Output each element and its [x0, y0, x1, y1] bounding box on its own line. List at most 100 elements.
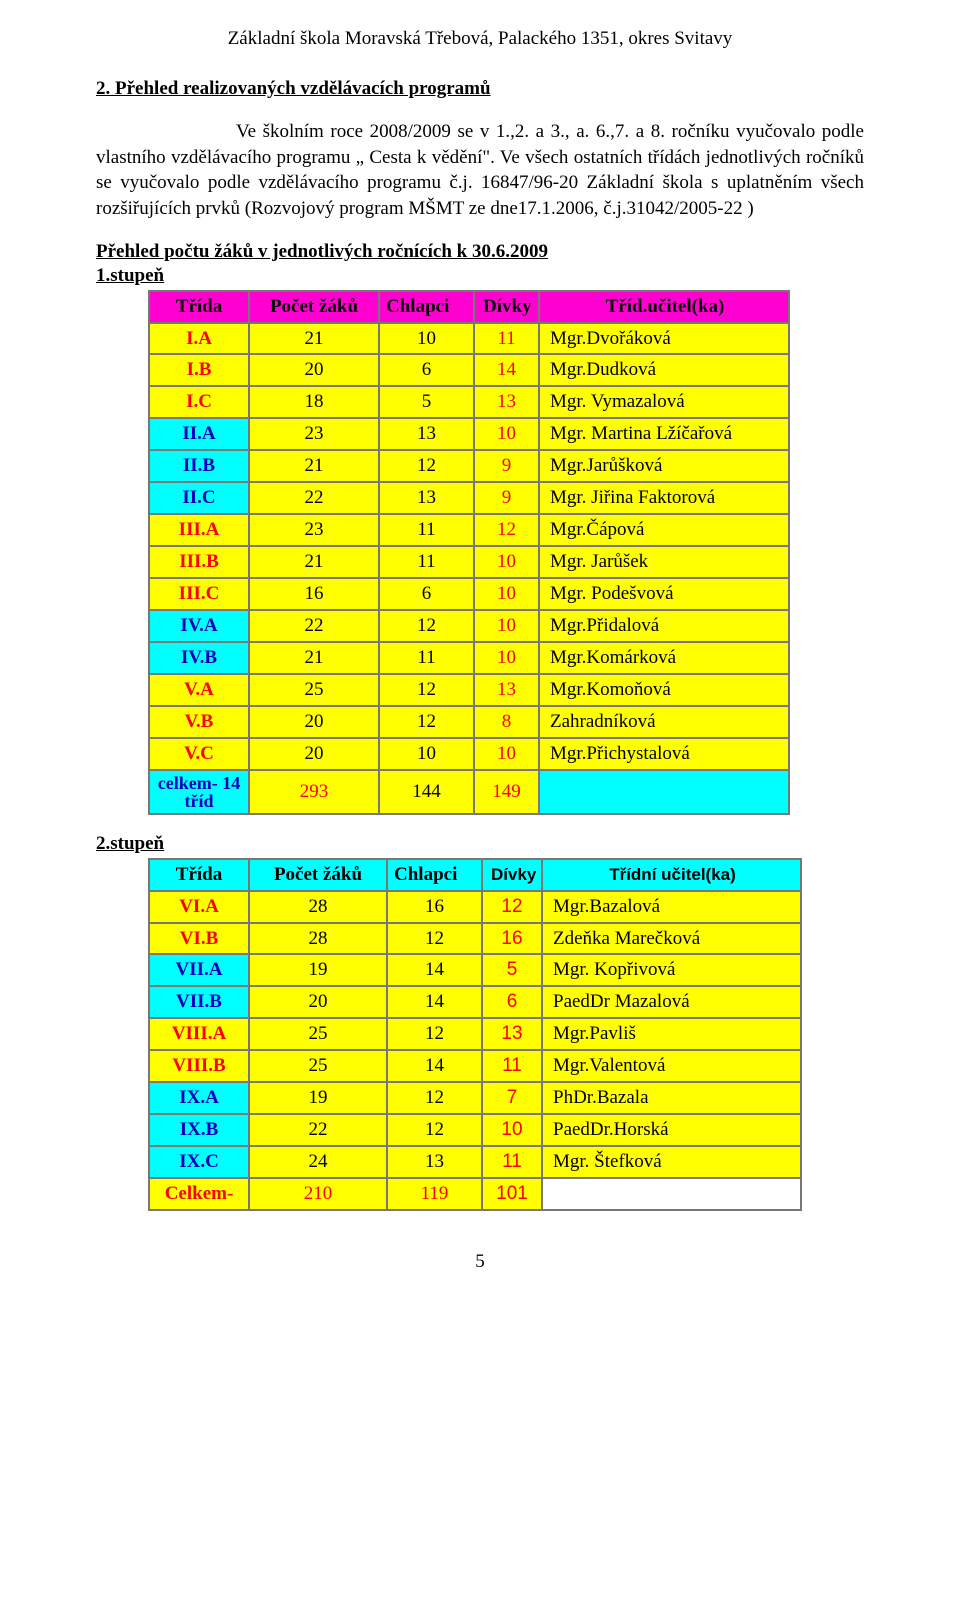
value-cell: 25: [249, 1018, 387, 1050]
value-cell: 6: [379, 354, 474, 386]
teacher-cell: Mgr.Dvořáková: [539, 323, 789, 355]
value-cell: 23: [249, 514, 379, 546]
value-cell: 21: [249, 546, 379, 578]
total-value: 149: [474, 770, 539, 814]
total-value: [539, 770, 789, 814]
class-label: IX.C: [149, 1146, 249, 1178]
total-label: celkem- 14 tříd: [149, 770, 249, 814]
teacher-cell: Mgr. Kopřivová: [542, 954, 801, 986]
value-cell: 12: [379, 706, 474, 738]
value-cell: 12: [387, 923, 482, 955]
class-label: III.B: [149, 546, 249, 578]
class-label: VI.B: [149, 923, 249, 955]
value-cell: 13: [379, 418, 474, 450]
class-label: VI.A: [149, 891, 249, 923]
value-cell: 14: [387, 986, 482, 1018]
value-cell: 6: [379, 578, 474, 610]
class-label: VII.A: [149, 954, 249, 986]
table-row: VII.A19145Mgr. Kopřivová: [149, 954, 801, 986]
table-row: III.C16610Mgr. Podešvová: [149, 578, 789, 610]
table-row: VI.A281612Mgr.Bazalová: [149, 891, 801, 923]
col-header: Dívky: [482, 859, 542, 891]
value-cell: 11: [482, 1050, 542, 1082]
table-row: VII.B20146PaedDr Mazalová: [149, 986, 801, 1018]
class-label: III.C: [149, 578, 249, 610]
class-label: VIII.B: [149, 1050, 249, 1082]
col-header: Třída: [149, 291, 249, 323]
value-cell: 24: [249, 1146, 387, 1178]
table-row: II.B21129Mgr.Jarůšková: [149, 450, 789, 482]
value-cell: 10: [482, 1114, 542, 1146]
col-header: Chlapci: [379, 291, 474, 323]
teacher-cell: Mgr. Jarůšek: [539, 546, 789, 578]
value-cell: 20: [249, 986, 387, 1018]
value-cell: 9: [474, 450, 539, 482]
table-stage1: TřídaPočet žákůChlapciDívkyTříd.učitel(k…: [148, 290, 790, 815]
value-cell: 5: [379, 386, 474, 418]
table-row: IV.B211110Mgr.Komárková: [149, 642, 789, 674]
table-row: IX.C241311Mgr. Štefková: [149, 1146, 801, 1178]
class-label: V.A: [149, 674, 249, 706]
teacher-cell: Mgr. Jiřina Faktorová: [539, 482, 789, 514]
class-label: IV.A: [149, 610, 249, 642]
class-label: IX.A: [149, 1082, 249, 1114]
value-cell: 13: [482, 1018, 542, 1050]
teacher-cell: Mgr.Čápová: [539, 514, 789, 546]
total-row: Celkem-210119101: [149, 1178, 801, 1210]
total-value: 101: [482, 1178, 542, 1210]
teacher-cell: Mgr.Jarůšková: [539, 450, 789, 482]
stage2-label: 2.stupeň: [96, 833, 864, 855]
value-cell: 28: [249, 891, 387, 923]
value-cell: 12: [379, 674, 474, 706]
teacher-cell: Mgr.Dudková: [539, 354, 789, 386]
value-cell: 10: [474, 418, 539, 450]
class-label: VII.B: [149, 986, 249, 1018]
table-row: III.A231112Mgr.Čápová: [149, 514, 789, 546]
table2-wrapper: TřídaPočet žákůChlapciDívkyTřídní učitel…: [148, 858, 864, 1211]
teacher-cell: Mgr. Vymazalová: [539, 386, 789, 418]
class-label: I.A: [149, 323, 249, 355]
value-cell: 13: [474, 674, 539, 706]
table-row: VIII.B251411Mgr.Valentová: [149, 1050, 801, 1082]
value-cell: 16: [387, 891, 482, 923]
value-cell: 10: [474, 578, 539, 610]
class-label: II.B: [149, 450, 249, 482]
teacher-cell: Mgr.Valentová: [542, 1050, 801, 1082]
section-title: 2. Přehled realizovaných vzdělávacích pr…: [96, 78, 864, 100]
teacher-cell: Mgr.Pavliš: [542, 1018, 801, 1050]
value-cell: 22: [249, 482, 379, 514]
value-cell: 11: [379, 546, 474, 578]
class-label: II.A: [149, 418, 249, 450]
teacher-cell: Mgr.Komárková: [539, 642, 789, 674]
value-cell: 11: [474, 323, 539, 355]
value-cell: 12: [474, 514, 539, 546]
page-number: 5: [96, 1251, 864, 1273]
table-row: III.B211110Mgr. Jarůšek: [149, 546, 789, 578]
value-cell: 8: [474, 706, 539, 738]
value-cell: 23: [249, 418, 379, 450]
value-cell: 11: [379, 514, 474, 546]
teacher-cell: PhDr.Bazala: [542, 1082, 801, 1114]
class-label: V.B: [149, 706, 249, 738]
value-cell: 10: [379, 323, 474, 355]
body-paragraph: Ve školním roce 2008/2009 se v 1.,2. a 3…: [96, 119, 864, 222]
page: Základní škola Moravská Třebová, Palacké…: [0, 0, 960, 1313]
value-cell: 14: [387, 1050, 482, 1082]
teacher-cell: Mgr.Přichystalová: [539, 738, 789, 770]
teacher-cell: Zahradníková: [539, 706, 789, 738]
table-row: I.C18513Mgr. Vymazalová: [149, 386, 789, 418]
value-cell: 10: [379, 738, 474, 770]
value-cell: 19: [249, 954, 387, 986]
class-label: V.C: [149, 738, 249, 770]
value-cell: 20: [249, 354, 379, 386]
table-row: V.A251213Mgr.Komoňová: [149, 674, 789, 706]
table-stage2: TřídaPočet žákůChlapciDívkyTřídní učitel…: [148, 858, 802, 1211]
value-cell: 9: [474, 482, 539, 514]
col-header: Chlapci: [387, 859, 482, 891]
col-header: Třída: [149, 859, 249, 891]
teacher-cell: Mgr. Štefková: [542, 1146, 801, 1178]
value-cell: 14: [474, 354, 539, 386]
col-header: Počet žáků: [249, 291, 379, 323]
col-header: Dívky: [474, 291, 539, 323]
value-cell: 11: [482, 1146, 542, 1178]
